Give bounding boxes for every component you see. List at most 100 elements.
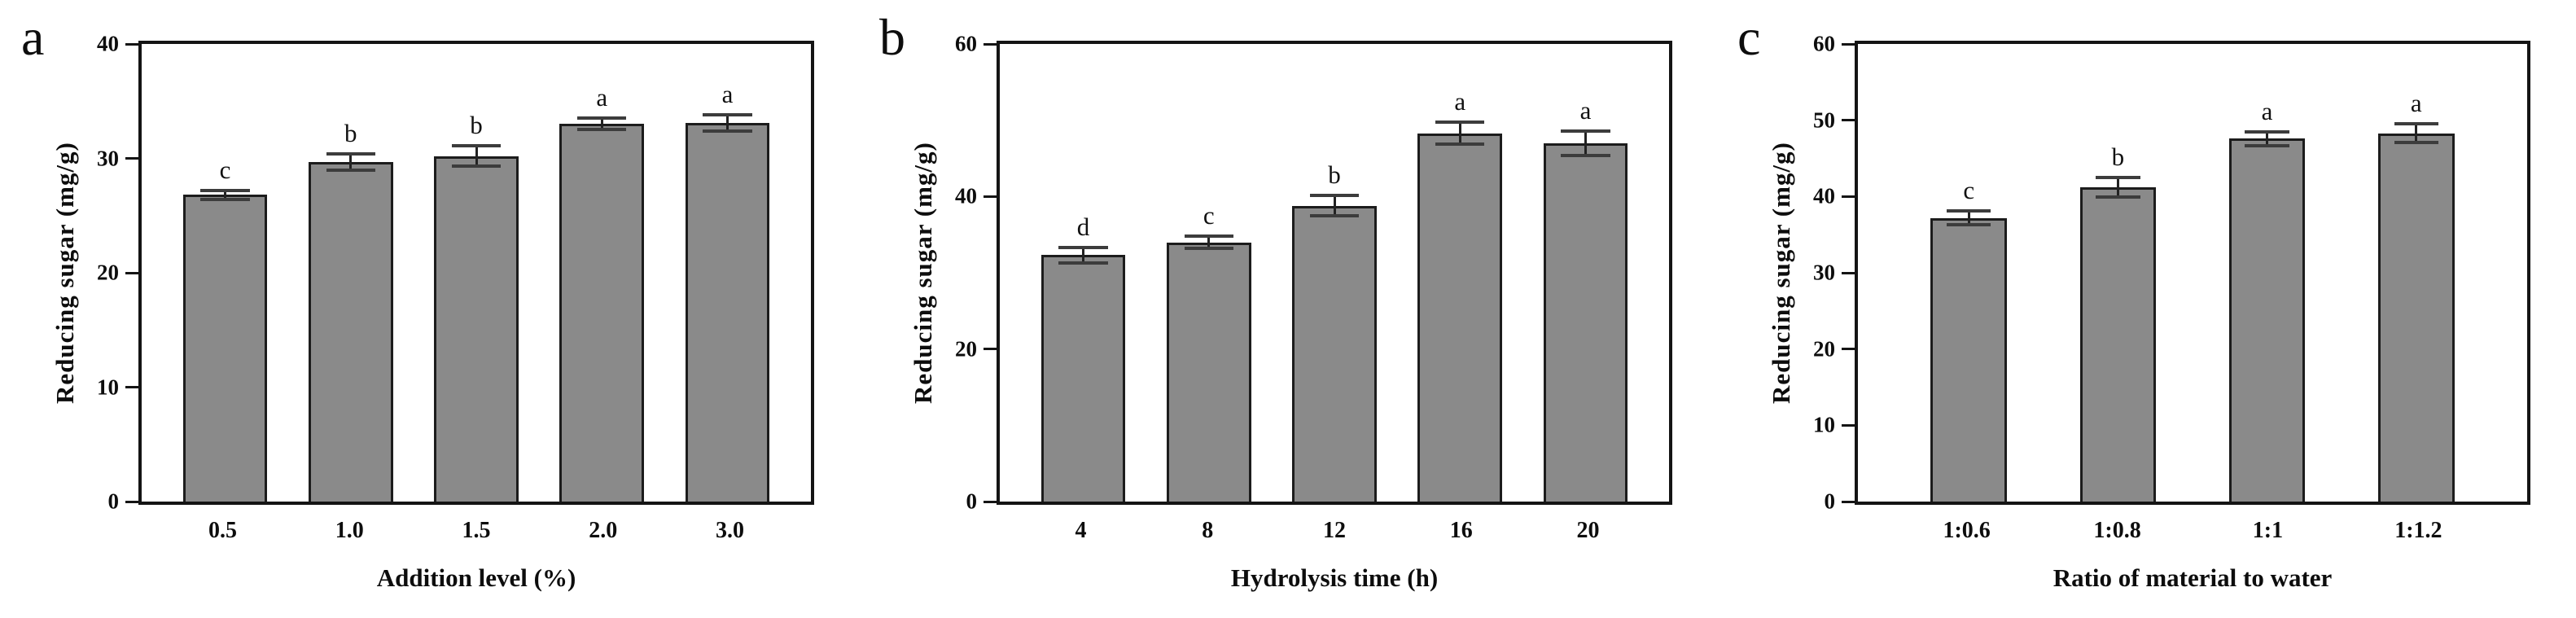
sig-letter-4: d [1076,213,1090,242]
error-cap-top-0.5 [200,188,250,192]
plot-area-a: 0 10 20 30 40 c b b a a [97,32,814,514]
bar-3.0 [685,122,770,502]
x-tick-label-2.0: 2.0 [589,518,618,543]
error-bar-1.5 [475,146,478,167]
sig-letter-1.5: b [470,111,483,140]
y-tick-label-20: 20 [1813,336,1835,362]
x-tick-label-4: 4 [1075,518,1087,543]
y-tick-mark-0 [125,500,138,503]
error-bar-16 [1458,122,1461,144]
error-bar-0.5 [223,190,226,200]
x-axis-title-c: Ratio of material to water [2052,563,2333,592]
x-tick-label-0.5: 0.5 [208,518,237,543]
error-cap-top-1:1.2 [2394,122,2438,126]
plot-area-b: 0 20 40 60 d c b a a [955,32,1672,514]
error-bar-1:0.6 [1967,211,1970,225]
error-bar-1:0.8 [2116,177,2119,198]
sig-letter-1.0: b [344,118,357,147]
x-tick-label-1:1: 1:1 [2252,518,2284,543]
y-tick-label-10: 10 [1813,412,1835,437]
error-cap-top-1.0 [326,151,375,156]
y-tick-mark-40 [125,42,138,46]
panel-letter-c: c [1737,8,1761,66]
x-tick-label-12: 12 [1323,518,1346,543]
error-bar-20 [1584,130,1588,156]
sig-letter-12: b [1328,160,1341,190]
error-bar-1.0 [349,153,353,170]
x-tick-label-1:1.2: 1:1.2 [2394,518,2442,543]
error-cap-top-4 [1058,246,1108,250]
error-cap-top-1:0.8 [2096,175,2140,179]
y-tick-mark-60 [1842,42,1855,46]
y-tick-mark-20 [984,348,997,351]
y-tick-mark-40 [1842,195,1855,198]
error-bar-8 [1207,236,1211,249]
x-tick-labels-c: 1:0.6 1:0.8 1:1 1:1.2 [1855,518,2530,550]
panel-letter-b: b [879,8,905,66]
sig-letter-2.0: a [596,83,608,112]
error-cap-bottom-1:0.8 [2096,195,2140,199]
error-cap-top-1:1 [2245,129,2289,134]
y-tick-label-30: 30 [1813,260,1835,285]
error-cap-bottom-8 [1184,247,1233,251]
y-tick-mark-0 [984,500,997,503]
panel-a: a Reducing sugar (mg/g) 0 10 20 30 40 c b b a a 0… [0,0,858,618]
panel-letter-a: a [21,8,45,66]
error-cap-top-8 [1184,234,1233,239]
y-tick-label-0: 0 [107,489,120,514]
sig-letter-16: a [1454,87,1466,116]
sig-letter-1:0.8: b [2111,142,2125,171]
error-cap-top-3.0 [703,113,752,117]
x-tick-label-1:0.6: 1:0.6 [1943,518,1991,543]
x-axis-title-b: Hydrolysis time (h) [1230,563,1439,592]
bar-4 [1040,255,1126,502]
y-tick-mark-0 [1842,500,1855,503]
y-tick-label-0: 0 [1824,489,1836,514]
sig-letter-1:0.6: c [1963,176,1975,205]
y-tick-mark-10 [125,386,138,388]
y-axis-title-c: Reducing sugar (mg/g) [1767,142,1795,404]
error-cap-bottom-2.0 [577,128,627,132]
y-tick-mark-20 [1842,348,1855,351]
y-tick-mark-50 [1842,119,1855,122]
error-cap-bottom-1:1 [2245,143,2289,147]
y-tick-mark-30 [125,157,138,160]
y-tick-label-50: 50 [1813,107,1835,133]
bar-12 [1292,205,1377,502]
y-tick-mark-20 [125,271,138,274]
y-axis-title-b: Reducing sugar (mg/g) [909,142,937,404]
error-cap-bottom-20 [1561,153,1610,157]
bar-8 [1166,242,1251,502]
panel-c: c Reducing sugar (mg/g) 0 10 20 30 40 50 60 c b a… [1716,0,2574,618]
x-tick-labels-b: 4 8 12 16 20 [997,518,1672,550]
bar-1.5 [434,156,519,502]
y-tick-mark-10 [1842,423,1855,427]
bar-1:0.8 [2079,187,2157,502]
sig-letter-0.5: c [219,155,231,184]
error-cap-bottom-1.5 [451,164,502,169]
bar-1.0 [308,161,393,502]
error-cap-top-1.5 [451,144,502,148]
error-cap-top-2.0 [577,116,627,121]
error-bar-2.0 [600,118,603,130]
sig-letter-3.0: a [721,80,734,109]
plot-area-c: 0 10 20 30 40 50 60 c b a a [1813,32,2530,514]
bar-1:1.2 [2377,133,2455,502]
y-tick-mark-40 [984,195,997,198]
y-tick-label-20: 20 [97,260,119,285]
y-axis-title-a: Reducing sugar (mg/g) [50,142,79,404]
sig-letter-8: c [1203,201,1215,230]
x-axis-title-a: Addition level (%) [376,563,576,592]
error-bar-1:1.2 [2415,124,2418,142]
panel-b: b Reducing sugar (mg/g) 0 20 40 60 d c b a a 4 8 1… [858,0,1716,618]
sig-letter-20: a [1579,95,1592,125]
x-tick-label-16: 16 [1449,518,1473,543]
x-tick-label-1.5: 1.5 [462,518,491,543]
bar-20 [1543,142,1628,502]
x-tick-label-20: 20 [1576,518,1600,543]
y-tick-label-30: 30 [97,146,119,170]
y-tick-label-10: 10 [97,375,119,399]
sig-letter-1:1.2: a [2410,89,2422,118]
x-tick-label-3.0: 3.0 [716,518,745,543]
